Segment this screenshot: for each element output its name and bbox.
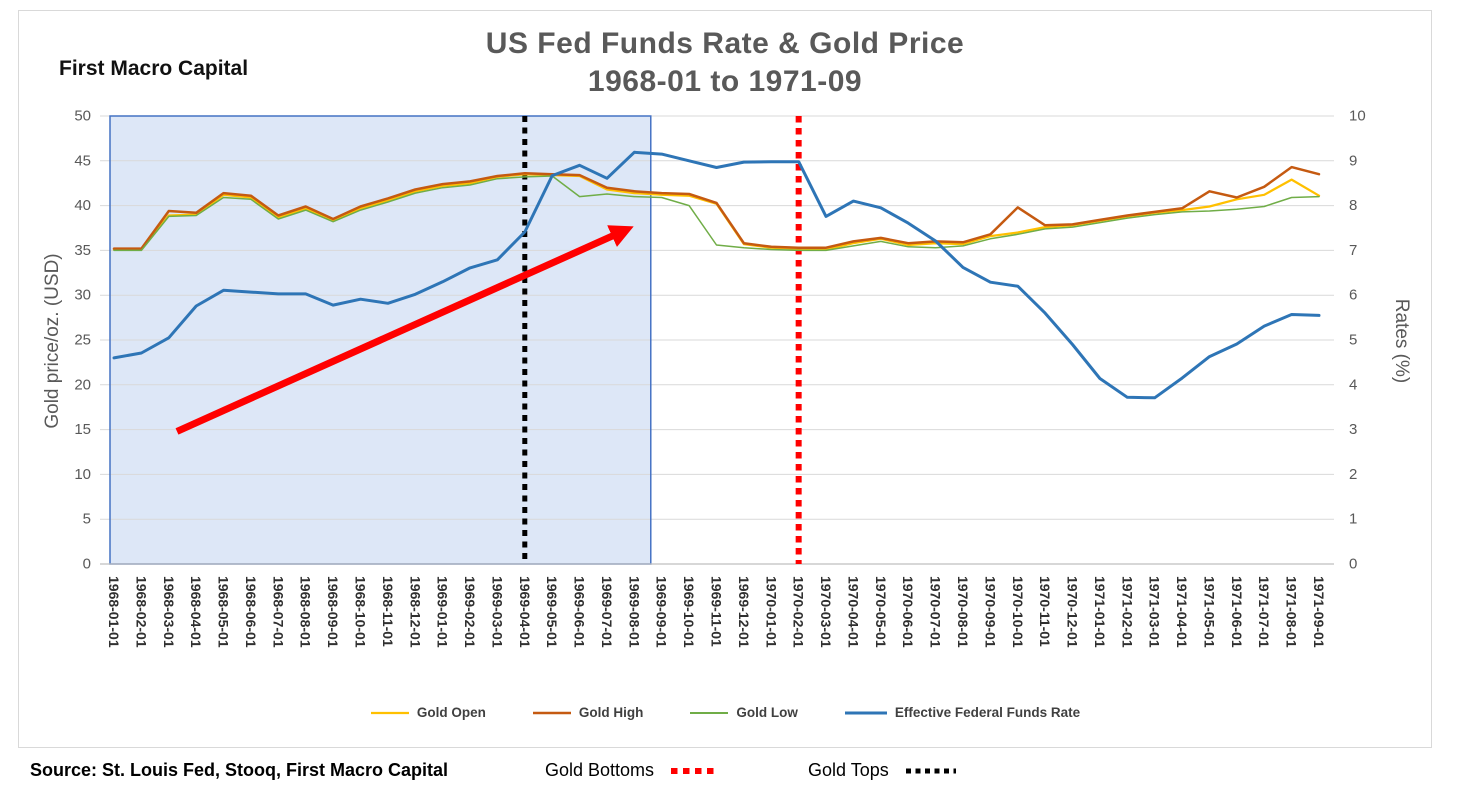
x-axis-tick-label: 1968-12-01 <box>407 576 423 648</box>
right-axis-tick-label: 6 <box>1349 287 1357 304</box>
x-axis-tick-label: 1968-06-01 <box>243 576 259 648</box>
x-axis-tick-label: 1968-01-01 <box>106 576 122 648</box>
x-axis-tick-label: 1968-11-01 <box>380 576 396 647</box>
left-axis-tick-label: 10 <box>74 466 91 483</box>
legend-item-effective-federal-funds-rate: Effective Federal Funds Rate <box>844 705 1080 720</box>
x-axis-tick-label: 1969-05-01 <box>544 576 560 648</box>
gold-bottoms-dotted-marker <box>671 767 720 774</box>
x-axis-tick-label: 1969-10-01 <box>681 576 697 648</box>
series-gold-low <box>113 175 1320 252</box>
chart-legend: Gold Open Gold High Gold Low Effective Fede… <box>19 705 1431 720</box>
x-axis-tick-label: 1969-03-01 <box>489 576 505 648</box>
x-axis-tick-label: 1969-12-01 <box>736 576 752 648</box>
legend-item-gold-high: Gold High <box>532 705 644 720</box>
legend-label: Gold Low <box>736 705 798 720</box>
x-axis-tick-label: 1968-10-01 <box>352 576 368 648</box>
gold-bottoms-key: Gold Bottoms <box>545 760 722 781</box>
x-axis-tick-label: 1968-04-01 <box>188 576 204 648</box>
x-axis-tick-label: 1971-08-01 <box>1284 576 1300 648</box>
x-axis-tick-label: 1968-08-01 <box>298 576 314 648</box>
legend-line-sample <box>844 711 887 714</box>
left-axis-tick-label: 25 <box>74 332 91 349</box>
right-axis-tick-label: 9 <box>1349 152 1357 169</box>
chart-card: US Fed Funds Rate & Gold Price 1968-01 t… <box>18 10 1432 748</box>
left-axis-tick-label: 50 <box>74 108 91 125</box>
source-note: Source: St. Louis Fed, Stooq, First Macr… <box>30 760 449 780</box>
x-axis-tick-label: 1969-09-01 <box>654 576 670 648</box>
x-axis-tick-label: 1971-02-01 <box>1119 576 1135 648</box>
legend-label: Gold Open <box>416 705 486 720</box>
x-axis-tick-label: 1971-04-01 <box>1174 576 1190 648</box>
x-axis-tick-label: 1968-07-01 <box>270 576 286 648</box>
chart-title-line2: 1968-01 to 1971-09 <box>587 65 863 98</box>
chart-svg: 051015202530354045500123456789101968-01-… <box>74 108 1366 648</box>
gold-tops-dotted-marker <box>905 768 956 773</box>
x-axis-tick-label: 1968-05-01 <box>216 576 232 648</box>
x-axis-tick-label: 1970-08-01 <box>955 576 971 648</box>
x-axis-tick-label: 1968-02-01 <box>133 576 149 648</box>
x-axis-tick-label: 1969-07-01 <box>599 576 615 648</box>
left-axis-tick-label: 30 <box>74 287 91 304</box>
x-axis-tick-label: 1968-03-01 <box>161 576 177 648</box>
x-axis-tick-label: 1970-06-01 <box>900 576 916 648</box>
right-axis-tick-label: 4 <box>1349 376 1357 393</box>
legend-line-sample <box>690 711 729 714</box>
right-axis-tick-label: 2 <box>1349 466 1357 483</box>
x-axis-tick-label: 1970-10-01 <box>1010 576 1026 648</box>
x-axis-tick-label: 1971-09-01 <box>1311 576 1327 648</box>
brand-label: First Macro Capital <box>59 57 249 80</box>
right-axis-tick-label: 7 <box>1349 242 1357 259</box>
x-axis-tick-label: 1970-05-01 <box>873 576 889 648</box>
gold-tops-key: Gold Tops <box>808 760 959 781</box>
x-axis-tick-label: 1971-01-01 <box>1092 576 1108 648</box>
legend-item-gold-low: Gold Low <box>689 705 798 720</box>
left-axis-tick-label: 0 <box>83 556 91 573</box>
x-axis-tick-label: 1969-06-01 <box>572 576 588 648</box>
x-axis-tick-label: 1969-08-01 <box>626 576 642 648</box>
x-axis-tick-label: 1970-02-01 <box>791 576 807 648</box>
left-axis-tick-label: 45 <box>74 152 91 169</box>
x-axis-tick-label: 1970-11-01 <box>1037 576 1053 647</box>
series-gold-high <box>112 165 1321 250</box>
x-axis-tick-label: 1970-09-01 <box>982 576 998 648</box>
legend-label: Gold High <box>578 705 644 720</box>
left-axis-tick-label: 35 <box>74 242 91 259</box>
x-axis-tick-label: 1969-02-01 <box>462 576 478 648</box>
x-axis-tick-label: 1970-03-01 <box>818 576 834 648</box>
x-axis-tick-label: 1971-06-01 <box>1229 576 1245 648</box>
left-axis-tick-label: 5 <box>83 511 91 528</box>
x-axis-tick-label: 1968-09-01 <box>325 576 341 648</box>
legend-line-sample <box>532 711 571 714</box>
x-axis-tick-label: 1969-11-01 <box>709 576 725 647</box>
right-axis-tick-label: 10 <box>1349 108 1366 125</box>
right-axis-tick-label: 0 <box>1349 556 1357 573</box>
left-axis-tick-label: 20 <box>74 376 91 393</box>
legend-label: Effective Federal Funds Rate <box>894 705 1081 720</box>
x-axis-tick-label: 1969-01-01 <box>435 576 451 648</box>
x-axis-tick-label: 1970-07-01 <box>928 576 944 648</box>
right-axis-tick-label: 5 <box>1349 332 1357 349</box>
series-effective-federal-funds-rate <box>112 150 1321 400</box>
gold-bottoms-label: Gold Bottoms <box>545 760 655 780</box>
right-axis-tick-label: 3 <box>1349 421 1357 438</box>
footer: Source: St. Louis Fed, Stooq, First Macr… <box>0 756 1470 788</box>
x-axis-tick-label: 1971-05-01 <box>1201 576 1217 648</box>
left-axis-tick-label: 15 <box>74 421 91 438</box>
gold-tops-label: Gold Tops <box>808 760 889 780</box>
red-trend-arrow <box>175 225 634 435</box>
x-axis-tick-label: 1970-04-01 <box>845 576 861 648</box>
chart-title-line1: US Fed Funds Rate & Gold Price <box>485 27 965 60</box>
x-axis-tick-label: 1971-03-01 <box>1147 576 1163 648</box>
right-axis-tick-label: 8 <box>1349 197 1357 214</box>
right-axis-tick-label: 1 <box>1349 511 1357 528</box>
x-axis-tick-label: 1971-07-01 <box>1256 576 1272 648</box>
x-axis-tick-label: 1970-12-01 <box>1065 576 1081 648</box>
x-axis-tick-label: 1970-01-01 <box>763 576 779 648</box>
x-axis-tick-label: 1969-04-01 <box>517 576 533 648</box>
legend-line-sample <box>370 711 409 714</box>
left-axis-tick-label: 40 <box>74 197 91 214</box>
legend-item-gold-open: Gold Open <box>370 705 486 720</box>
chart-title: US Fed Funds Rate & Gold Price 1968-01 t… <box>19 25 1431 101</box>
